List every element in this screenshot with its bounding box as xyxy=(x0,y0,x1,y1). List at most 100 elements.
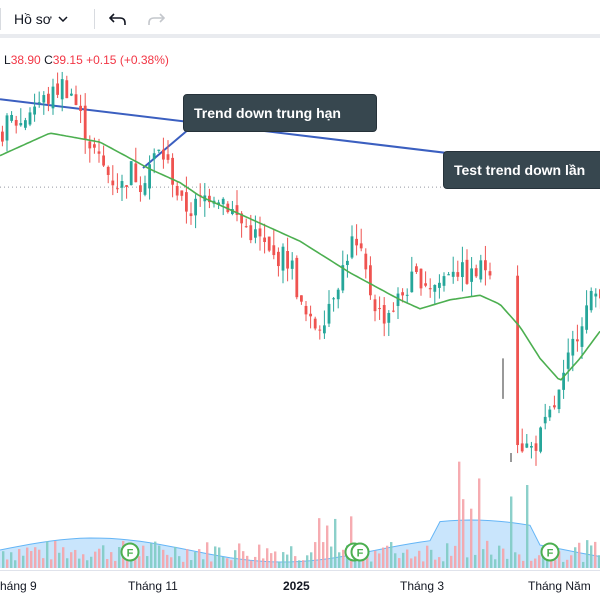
candle-body xyxy=(47,93,50,104)
candle-body xyxy=(120,181,124,188)
candle-body xyxy=(309,313,312,317)
volume-bar xyxy=(282,552,285,568)
volume-bar xyxy=(154,541,157,568)
time-axis[interactable]: háng 9 Tháng 11 2025 Tháng 3 Tháng Năm xyxy=(0,570,600,601)
candle-body xyxy=(42,95,46,103)
earnings-marker-label: F xyxy=(357,548,364,560)
volume-bar xyxy=(222,556,225,568)
candle-body xyxy=(553,405,556,408)
volume-bar xyxy=(598,555,600,568)
volume-bar xyxy=(398,558,401,568)
redo-button[interactable] xyxy=(144,7,168,31)
volume-bar xyxy=(494,559,497,568)
candle-body xyxy=(180,190,184,196)
candle-body xyxy=(74,94,78,106)
candle-body xyxy=(525,443,529,448)
candle-body xyxy=(442,276,446,286)
candle-body xyxy=(447,274,450,276)
volume-bar xyxy=(18,549,21,568)
redo-icon xyxy=(148,13,165,25)
low-value: 38.90 xyxy=(10,53,41,67)
candle-body xyxy=(364,253,368,270)
volume-bar xyxy=(14,560,17,568)
candle-body xyxy=(323,325,326,334)
volume-bar xyxy=(214,546,217,568)
candle-body xyxy=(378,308,381,310)
volume-bar xyxy=(490,554,493,568)
volume-bar xyxy=(574,547,577,568)
candle-body xyxy=(143,183,147,195)
candle-body xyxy=(534,443,538,451)
volume-bar xyxy=(506,558,509,568)
candle-body xyxy=(19,123,23,126)
volume-bar xyxy=(570,555,573,568)
annotation-callout[interactable]: Test trend down lần xyxy=(443,151,600,189)
x-tick-label: háng 9 xyxy=(0,579,37,593)
volume-bar xyxy=(254,556,257,568)
candle-body xyxy=(65,80,69,99)
earnings-marker-label: F xyxy=(127,548,134,560)
candle-body xyxy=(56,83,59,95)
candle-body xyxy=(97,151,101,154)
volume-bar xyxy=(26,547,29,568)
volume-bar xyxy=(226,558,229,568)
volume-bar xyxy=(234,550,237,568)
candle-body xyxy=(249,225,253,241)
annotation-callout[interactable]: Trend down trung hạn xyxy=(183,94,377,132)
candle-body xyxy=(254,229,257,238)
volume-bar xyxy=(178,556,181,568)
candle-body xyxy=(424,283,427,286)
price-chart[interactable]: FFFF xyxy=(0,68,600,570)
candle-body xyxy=(171,157,174,185)
candle-body xyxy=(157,149,161,151)
volume-bar xyxy=(34,547,37,568)
candle-body xyxy=(355,238,358,246)
candle-body xyxy=(93,144,96,148)
undo-button[interactable] xyxy=(106,7,130,31)
volume-bar xyxy=(366,550,369,568)
candle-body xyxy=(235,205,239,215)
candle-body xyxy=(488,271,492,276)
close-label: C xyxy=(44,53,53,67)
candle-body xyxy=(240,213,243,224)
chevron-down-icon xyxy=(58,14,68,25)
candle-body xyxy=(24,120,27,128)
candle-body xyxy=(208,195,211,203)
candle-body xyxy=(428,288,432,290)
volume-bar xyxy=(414,556,417,568)
candle-body xyxy=(162,149,165,160)
volume-bar xyxy=(486,540,489,568)
volume-bar xyxy=(174,546,177,568)
candle-body xyxy=(589,290,593,311)
volume-bar xyxy=(194,551,197,568)
volume-bar xyxy=(158,545,161,568)
candle-body xyxy=(461,262,464,278)
volume-bar xyxy=(554,559,557,568)
volume-bar xyxy=(242,551,245,568)
candle-body xyxy=(580,326,584,347)
volume-bar xyxy=(470,508,473,568)
volume-bar xyxy=(378,553,381,568)
volume-bar xyxy=(518,554,521,568)
candle-body xyxy=(373,299,377,312)
candle-body xyxy=(166,154,170,160)
volume-bar xyxy=(206,542,209,568)
toolbar-divider xyxy=(94,9,95,29)
candle-body xyxy=(410,271,414,293)
candle-body xyxy=(387,312,391,323)
volume-bar xyxy=(462,499,465,568)
candle-body xyxy=(189,213,193,217)
volume-bar xyxy=(390,542,393,568)
x-tick-label: Tháng Năm xyxy=(528,579,591,593)
volume-bar xyxy=(98,548,101,568)
volume-bar xyxy=(370,561,373,568)
volume-bar xyxy=(418,550,421,568)
volume-bar xyxy=(22,555,25,568)
candle-body xyxy=(37,102,41,104)
volume-bar xyxy=(426,545,429,568)
volume-bar xyxy=(150,543,153,568)
volume-bar xyxy=(566,559,569,568)
candle-body xyxy=(566,352,570,369)
volume-bar xyxy=(266,548,269,568)
profile-menu-button[interactable]: Hồ sơ xyxy=(14,8,68,30)
